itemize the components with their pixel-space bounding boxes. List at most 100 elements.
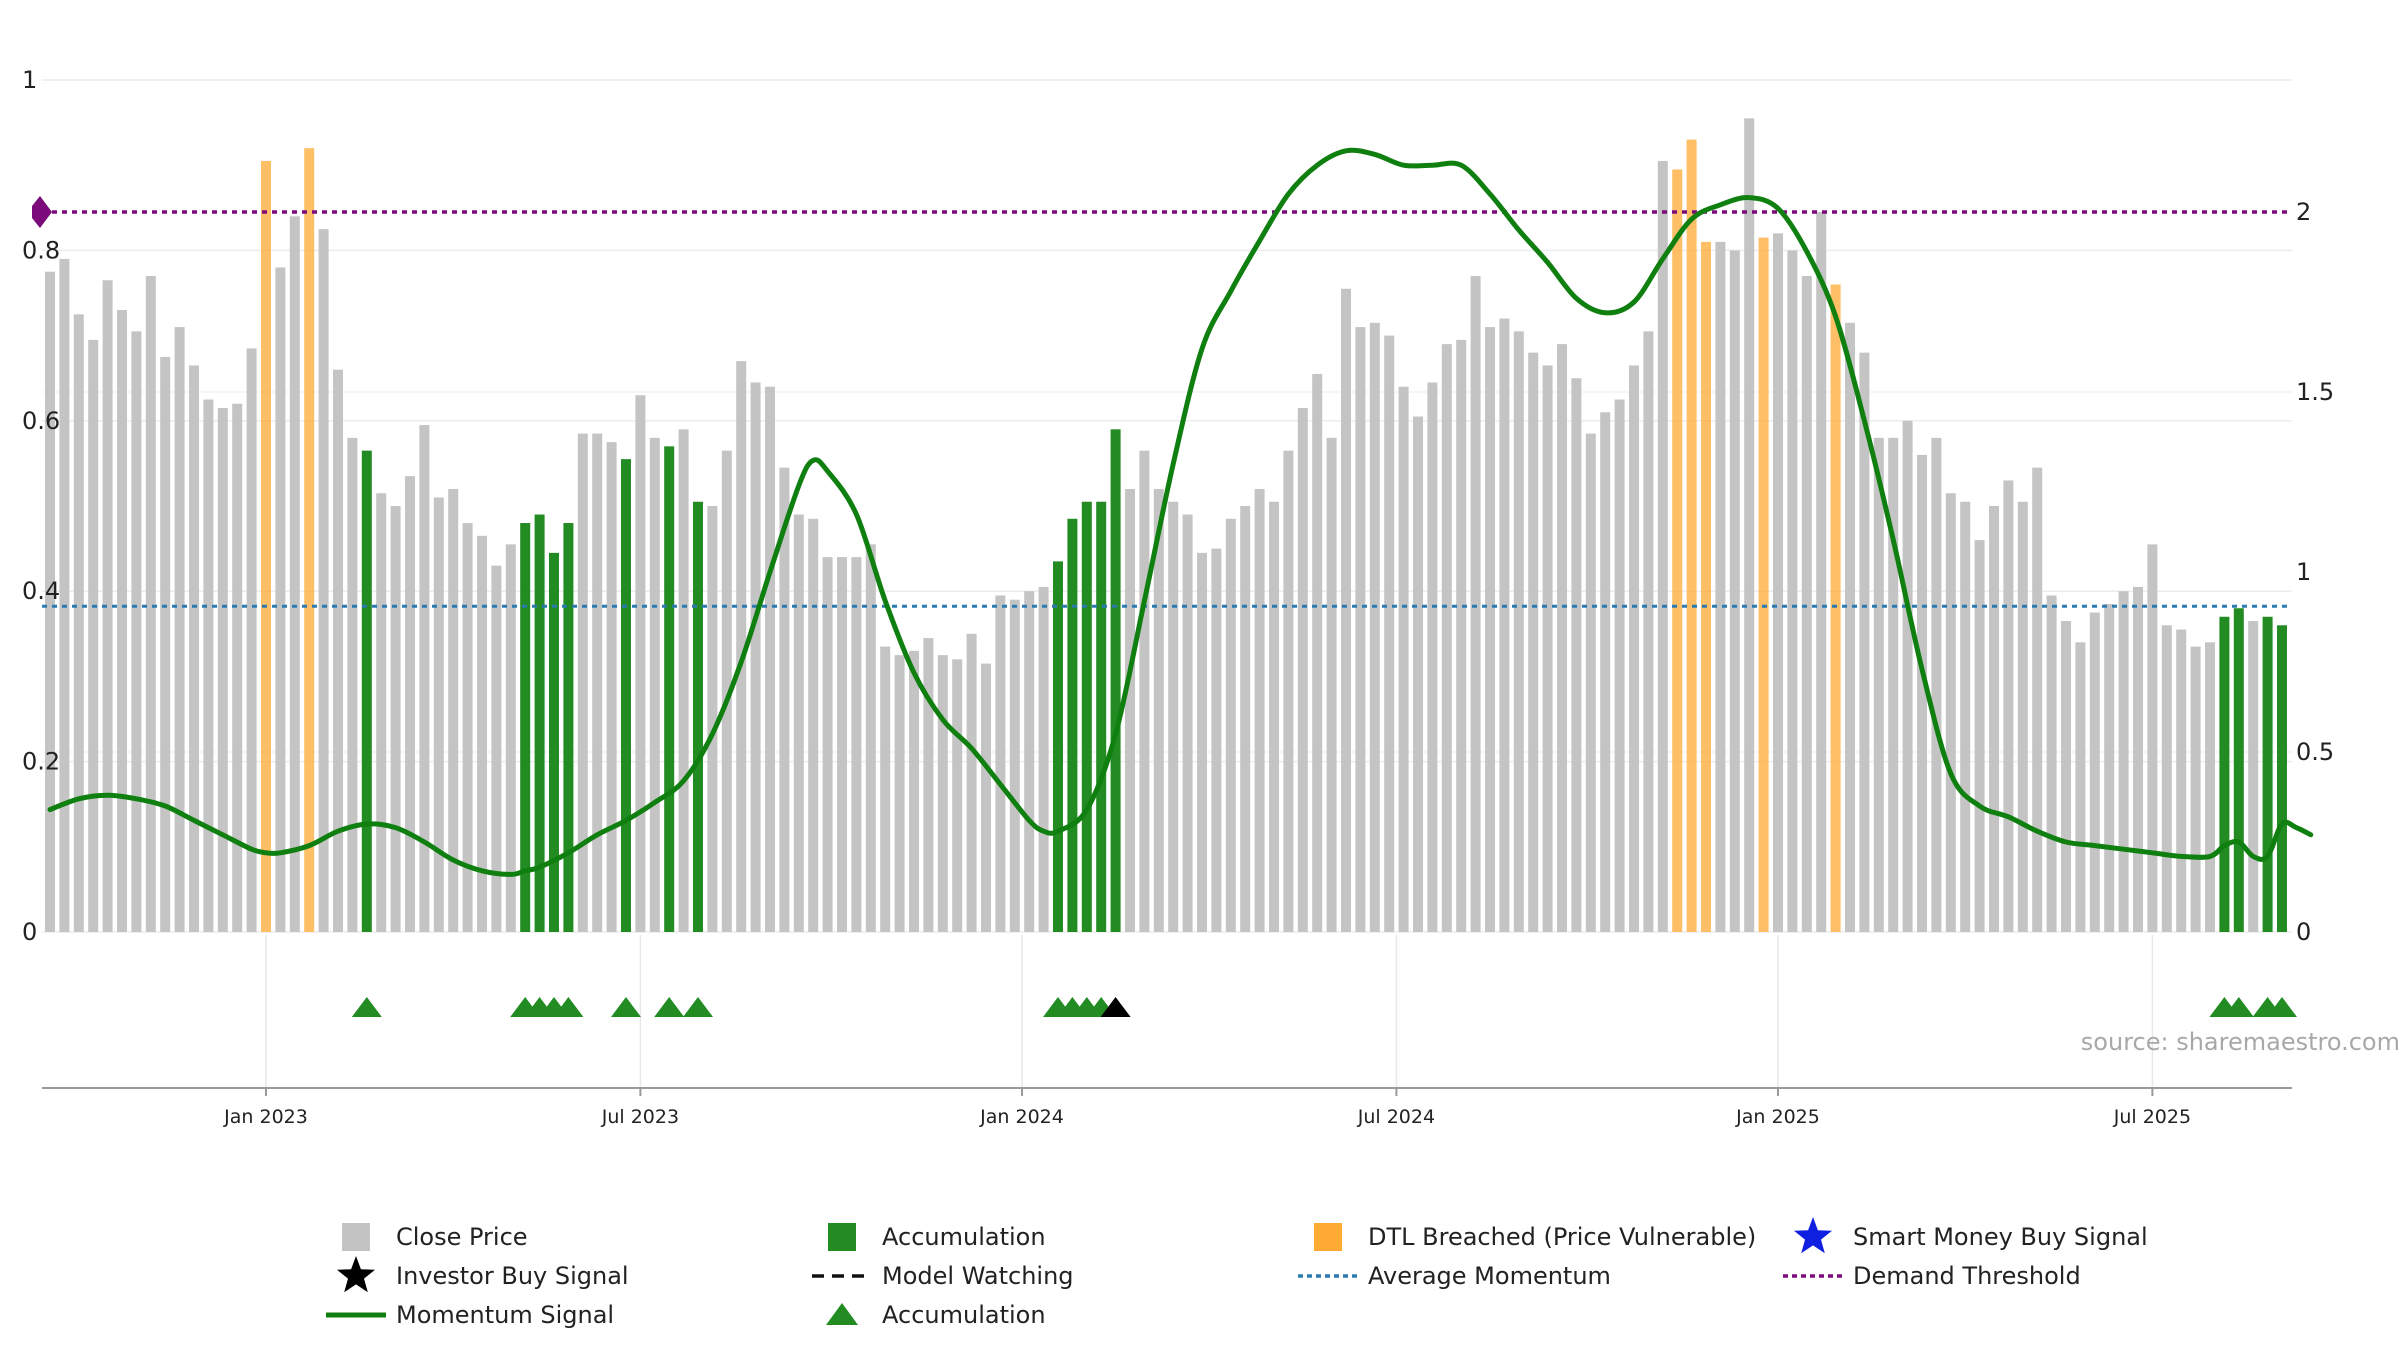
close-price-bar — [2161, 625, 2172, 932]
close-price-bar — [923, 638, 934, 932]
close-price-bar — [59, 258, 70, 932]
close-price-bar — [217, 408, 228, 932]
dtl-breached-bar — [1686, 139, 1697, 932]
close-price-bar — [1917, 454, 1927, 932]
accumulation-bar — [1067, 518, 1078, 932]
close-price-bar — [1384, 335, 1395, 933]
legend-label: Model Watching — [882, 1262, 1074, 1290]
close-price-bar — [1038, 586, 1049, 932]
dtl-breached-bar — [304, 148, 315, 932]
green-triangle-icon — [826, 1303, 858, 1325]
close-price-bar — [1499, 318, 1510, 932]
close-price-bar — [491, 565, 502, 932]
close-price-bar — [1542, 365, 1553, 932]
gray-square-icon — [342, 1223, 370, 1251]
close-price-bar — [1413, 416, 1423, 932]
close-price-bar — [1585, 433, 1596, 932]
right-axis-tick-label: 1.5 — [2296, 378, 2334, 406]
close-price-bar — [333, 369, 343, 932]
legend-label: Close Price — [396, 1223, 528, 1251]
close-price-bar — [1125, 488, 1135, 932]
legend-item: Investor Buy Signal — [337, 1256, 629, 1293]
close-price-bar — [880, 646, 891, 932]
close-price-bar — [966, 633, 977, 932]
legend-label: Momentum Signal — [396, 1301, 614, 1329]
close-price-bar — [779, 467, 790, 932]
x-axis-tick-label: Jan 2023 — [223, 1106, 308, 1128]
close-price-bar — [347, 437, 358, 932]
close-price-bar — [736, 361, 747, 932]
close-price-bar — [1888, 437, 1899, 932]
x-axis-tick-label: Jul 2024 — [1357, 1106, 1435, 1128]
close-price-bar — [1513, 331, 1524, 933]
accumulation-bar — [621, 459, 631, 932]
close-price-bar — [2089, 612, 2100, 932]
legend: Close Price Accumulation DTL Breached (Pri… — [326, 1217, 2148, 1329]
accumulation-bar — [2219, 616, 2230, 932]
demand-threshold-marker — [32, 196, 52, 228]
close-price-bar — [73, 314, 84, 932]
close-price-bar — [1557, 344, 1567, 932]
close-price-bar — [2017, 501, 2028, 932]
legend-label: Average Momentum — [1368, 1262, 1611, 1290]
close-price-bar — [1643, 331, 1654, 933]
legend-item: Accumulation — [828, 1223, 1046, 1251]
close-price-bar — [289, 216, 300, 932]
close-price-bar — [1427, 382, 1438, 933]
close-price-bar — [995, 595, 1006, 932]
close-price-bar — [2190, 646, 2201, 932]
legend-item: Demand Threshold — [1783, 1262, 2081, 1290]
legend-label: Smart Money Buy Signal — [1853, 1223, 2148, 1251]
close-price-bar — [2046, 595, 2057, 932]
accumulation-triangle — [553, 997, 584, 1017]
legend-label: Investor Buy Signal — [396, 1262, 629, 1290]
close-price-bar — [405, 476, 415, 932]
close-price-bar — [117, 310, 127, 932]
x-axis-tick-label: Jul 2025 — [2113, 1106, 2191, 1128]
close-price-bar — [1197, 552, 1207, 932]
legend-item: Close Price — [342, 1223, 528, 1251]
legend-item: Accumulation — [826, 1301, 1046, 1329]
accumulation-triangle — [2223, 997, 2254, 1017]
investor-buy-marker — [1100, 997, 1131, 1017]
close-price-bar — [1139, 450, 1150, 932]
close-price-bar — [1715, 241, 1726, 932]
close-price-bar — [592, 433, 603, 932]
close-price-bar — [376, 493, 387, 932]
close-price-bar — [1816, 212, 1827, 932]
legend-item: DTL Breached (Price Vulnerable) — [1314, 1223, 1756, 1251]
close-price-bar — [1629, 365, 1639, 932]
accumulation-bar — [1081, 501, 1092, 932]
close-price-bar — [1744, 118, 1755, 933]
close-price-bar — [1729, 250, 1740, 932]
close-price-bar — [2176, 629, 2187, 932]
close-price-bar — [2061, 621, 2071, 932]
close-price-bar — [1773, 233, 1783, 933]
accumulation-bar — [563, 523, 574, 932]
close-price-bar — [1341, 288, 1351, 932]
axes: 0 0.2 0.4 0.6 0.8 1 0 0.5 1 1.5 2 Jan 2023 Jul 2023 J… — [22, 66, 2334, 1128]
close-price-bar — [1312, 373, 1323, 932]
close-price-bar — [1787, 250, 1798, 932]
close-price-bar — [2104, 603, 2115, 932]
close-price-bar — [505, 544, 516, 932]
legend-label: DTL Breached (Price Vulnerable) — [1368, 1223, 1756, 1251]
close-price-bar — [1240, 506, 1251, 932]
close-price-bar — [1153, 488, 1164, 932]
close-price-bar — [1269, 501, 1279, 932]
legend-item: Average Momentum — [1298, 1262, 1611, 1290]
dtl-breached-bar — [1830, 284, 1841, 933]
close-price-bar — [981, 663, 991, 932]
legend-label: Accumulation — [882, 1223, 1046, 1251]
right-axis-tick-label: 2 — [2296, 198, 2311, 226]
close-price-bar — [1657, 160, 1668, 932]
accumulation-bar — [520, 523, 531, 932]
close-price-bar — [1931, 437, 1942, 932]
close-price-bar — [1845, 322, 1855, 932]
close-price-bar — [1182, 514, 1193, 932]
close-price-bar — [1225, 518, 1236, 932]
close-price-bar — [1974, 540, 1985, 932]
legend-label: Demand Threshold — [1853, 1262, 2081, 1290]
accumulation-bar — [361, 450, 372, 932]
